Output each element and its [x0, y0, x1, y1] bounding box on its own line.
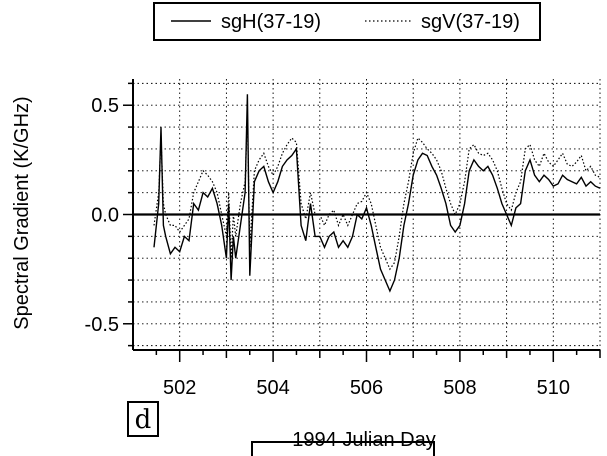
legend-label-sgh: sgH(37-19): [221, 11, 321, 33]
y-tick-label: 0.5: [91, 95, 119, 117]
legend-label-sgv: sgV(37-19): [421, 11, 520, 33]
x-tick-label: 504: [256, 377, 289, 399]
plot-area: 0.5 0.0 -0.5 502 504 506 508 510: [85, 79, 600, 399]
panel-label-text: d: [135, 405, 152, 435]
panel-label: d: [128, 402, 158, 436]
y-tick-label: 0.0: [91, 205, 119, 227]
x-tick-label: 502: [163, 377, 196, 399]
legend: sgH(37-19) sgV(37-19): [154, 3, 540, 40]
x-tick-label: 510: [537, 377, 570, 399]
x-tick-label: 506: [350, 377, 383, 399]
x-ticks: 502 504 506 508 510: [156, 350, 600, 399]
x-axis-title: 1994 Julian Day: [292, 429, 435, 451]
y-ticks: 0.5 0.0 -0.5: [85, 83, 133, 345]
x-tick-label: 508: [443, 377, 476, 399]
y-tick-label: -0.5: [85, 314, 119, 336]
y-axis-title: Spectral Gradient (K/GHz): [11, 96, 33, 329]
